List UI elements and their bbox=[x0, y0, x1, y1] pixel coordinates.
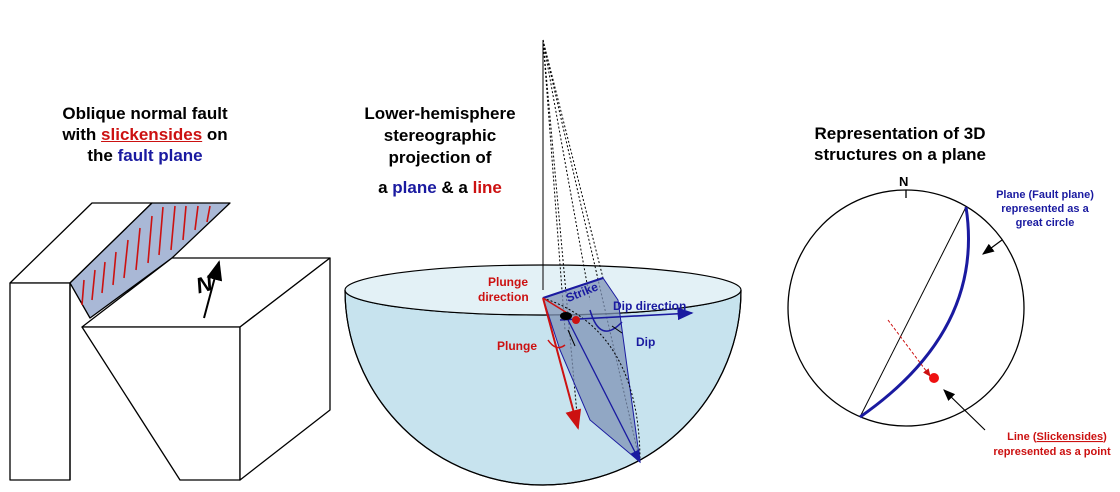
fault-plane-surface bbox=[69, 202, 231, 319]
projection-panel-title: Lower-hemisphere stereographic projectio… bbox=[340, 103, 540, 199]
plunge-label: Plunge bbox=[497, 339, 537, 353]
plane-label-2: represented as a bbox=[1001, 203, 1089, 215]
plane-label-3: great circle bbox=[1016, 217, 1075, 229]
line-label-1: Line (Slickensides) bbox=[1007, 431, 1107, 443]
stereonet-title-line2: structures on a plane bbox=[814, 145, 986, 164]
fault-title-with: with bbox=[62, 125, 102, 144]
fault-title-fault-plane: fault plane bbox=[117, 146, 203, 165]
projection-title-and: & a bbox=[436, 178, 473, 197]
projected-line-point bbox=[572, 316, 580, 324]
dip-direction-label: Dip direction bbox=[613, 299, 686, 313]
hemisphere-body bbox=[344, 289, 742, 486]
plunge-pointer bbox=[567, 329, 576, 347]
projection-title-line1: Lower-hemisphere bbox=[364, 104, 516, 123]
dip-arrow bbox=[567, 319, 641, 464]
point-pointer bbox=[943, 389, 986, 431]
projection-title-plane: plane bbox=[392, 178, 437, 197]
plane-intersection-curve bbox=[542, 297, 641, 463]
stereonet-title-line1: Representation of 3D bbox=[814, 124, 986, 143]
dip-angle-arc bbox=[589, 309, 623, 332]
plunge-angle-arc bbox=[547, 339, 566, 349]
stereonet-primitive-circle bbox=[787, 189, 1025, 427]
fault-north-label: N bbox=[193, 270, 216, 299]
fault-title-the: the bbox=[87, 146, 118, 165]
plunge-arrow bbox=[542, 297, 582, 430]
dip-pointer bbox=[611, 325, 623, 334]
stereonet-north-label: N bbox=[899, 174, 908, 189]
plunge-path bbox=[887, 319, 931, 377]
fault-panel-title: Oblique normal fault with slickensides o… bbox=[30, 103, 260, 166]
fault-block bbox=[9, 202, 331, 481]
plunge-direction-label-2: direction bbox=[478, 290, 529, 304]
stereonet-panel-title: Representation of 3D structures on a pla… bbox=[790, 123, 1010, 165]
projection-center-point bbox=[560, 312, 572, 320]
great-circle bbox=[859, 206, 970, 419]
strike-line bbox=[542, 277, 604, 299]
dip-direction-arrow bbox=[559, 307, 694, 321]
projection-title-line: line bbox=[472, 178, 502, 197]
line-label-2: represented as a point bbox=[993, 446, 1111, 458]
plane-label-1: Plane (Fault plane) bbox=[996, 189, 1094, 201]
projection-title-line3: projection of bbox=[388, 148, 492, 167]
great-circle-pointer bbox=[982, 239, 1003, 255]
projection-title-line2: stereographic bbox=[383, 126, 497, 145]
fault-title-line1: Oblique normal fault bbox=[62, 104, 228, 123]
dip-label: Dip bbox=[636, 335, 655, 349]
fault-north-arrow bbox=[203, 260, 223, 319]
slickenside-striations bbox=[81, 205, 211, 306]
fault-title-on: on bbox=[202, 125, 228, 144]
hangingwall-side-face bbox=[239, 257, 331, 481]
hemisphere bbox=[344, 264, 742, 486]
strike-diameter bbox=[859, 206, 967, 418]
projection-title-a: a bbox=[378, 178, 393, 197]
hangingwall-front-face bbox=[81, 326, 241, 481]
slickenside-pole-point bbox=[929, 373, 939, 383]
fault-title-slickensides: slickensides bbox=[101, 125, 203, 144]
footwall-front bbox=[9, 282, 71, 481]
plunge-direction-label-1: Plunge bbox=[488, 275, 528, 289]
